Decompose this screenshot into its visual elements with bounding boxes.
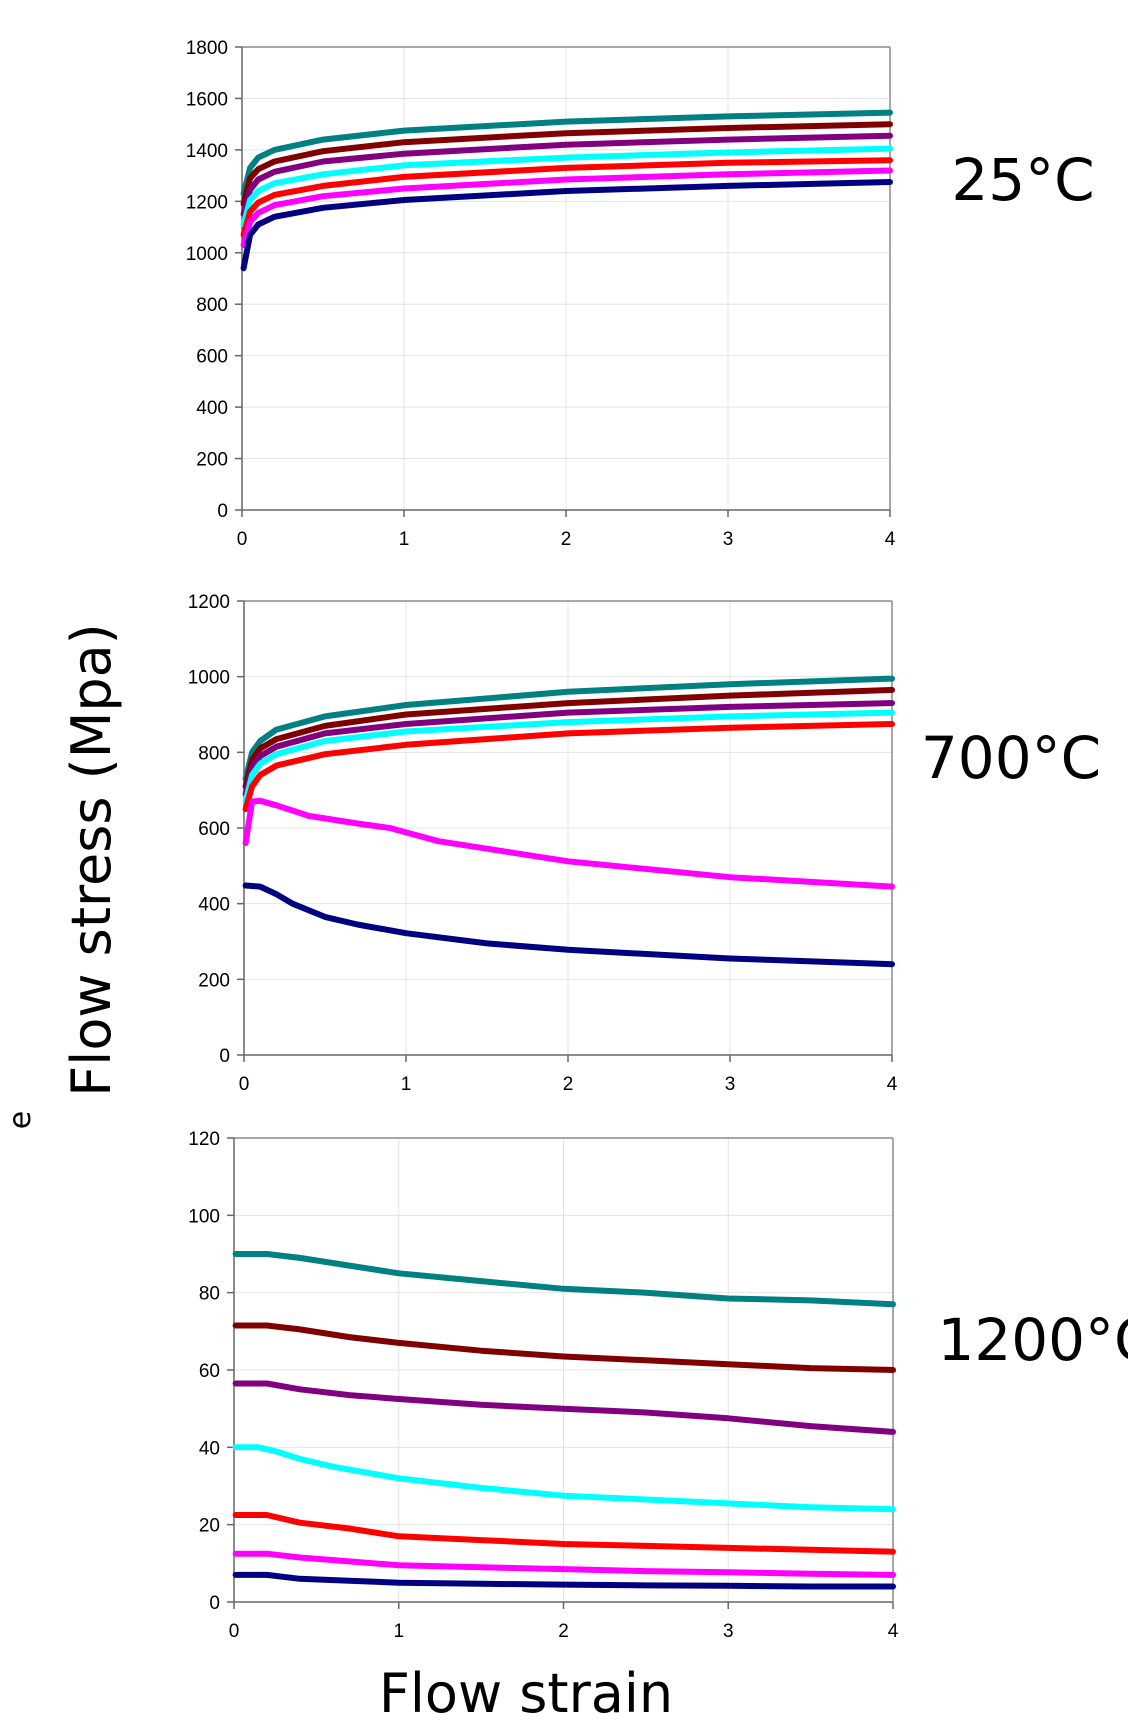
x-tick-label: 2 [563, 1074, 574, 1095]
y-tick-label: 80 [199, 1284, 220, 1305]
y-tick-label: 1000 [188, 668, 230, 689]
x-tick-label: 3 [725, 1074, 736, 1095]
y-tick-label: 1400 [186, 141, 228, 162]
y-tick-label: 120 [188, 1129, 220, 1150]
y-tick-label: 60 [199, 1361, 220, 1382]
series-line-6 [232, 1550, 896, 1578]
series-line-2 [242, 686, 895, 790]
x-tick-label: 4 [885, 529, 896, 550]
y-tick-label: 800 [198, 743, 230, 764]
series-line-6 [242, 797, 895, 890]
series-line-7 [242, 882, 895, 968]
y-tick-label: 1800 [186, 38, 228, 59]
series-line-2 [232, 1322, 896, 1373]
x-tick-label: 2 [558, 1621, 569, 1642]
x-tick-label: 2 [561, 529, 572, 550]
x-tick-label: 1 [393, 1621, 404, 1642]
series-line-1 [240, 109, 893, 197]
y-tick-label: 200 [196, 450, 228, 471]
series-line-7 [240, 179, 893, 272]
panel-temperature-title: 1200°C [937, 1306, 1128, 1374]
chart-panel-2: 0 200 400 600 800 1000 1200 0 1 2 3 4 700°C [188, 592, 1101, 1095]
y-tick-label: 600 [198, 819, 230, 840]
y-tick-label: 1200 [188, 592, 230, 613]
series-line-4 [242, 709, 895, 805]
series-line-5 [232, 1512, 896, 1555]
series-line-6 [240, 167, 893, 249]
x-tick-label: 1 [399, 529, 410, 550]
x-axis-title: Flow strain [379, 1662, 673, 1725]
y-tick-label: 0 [209, 1593, 220, 1614]
series-line-4 [232, 1444, 896, 1513]
x-tick-label: 0 [229, 1621, 240, 1642]
chart-panel-3: 0 20 40 60 80 100 120 0 1 2 3 4 1200°C [188, 1129, 1128, 1642]
x-tick-label: 0 [239, 1074, 250, 1095]
series-line-2 [240, 121, 893, 207]
series-line-5 [242, 721, 895, 813]
series-line-7 [232, 1571, 896, 1590]
x-tick-label: 4 [888, 1621, 899, 1642]
series-line-4 [240, 145, 893, 228]
series-line-3 [232, 1380, 896, 1435]
x-tick-label: 4 [887, 1074, 898, 1095]
y-tick-label: 1000 [186, 244, 228, 265]
x-tick-label: 1 [401, 1074, 412, 1095]
y-axis-title: Flow stress (Mpa) [60, 623, 123, 1097]
y-tick-label: 600 [196, 347, 228, 368]
x-tick-label: 3 [723, 1621, 734, 1642]
x-tick-label: 3 [723, 529, 734, 550]
y-tick-label: 400 [196, 398, 228, 419]
x-tick-label: 0 [237, 529, 248, 550]
clipped-edge-glyph: e [3, 1111, 38, 1129]
series-line-1 [242, 675, 895, 782]
y-tick-label: 40 [199, 1438, 220, 1459]
y-tick-label: 1200 [186, 192, 228, 213]
y-tick-label: 400 [198, 895, 230, 916]
y-tick-label: 100 [188, 1206, 220, 1227]
y-tick-label: 1600 [186, 89, 228, 110]
y-tick-label: 20 [199, 1516, 220, 1537]
panel-temperature-title: 700°C [921, 724, 1101, 792]
panel-temperature-title: 25°C [951, 146, 1094, 214]
chart-panel-1: 0 200 400 600 800 1000 1200 1400 1600 1800 0 1 2 3 4 25… [186, 38, 1095, 550]
series-line-5 [240, 157, 893, 238]
y-tick-label: 0 [217, 501, 228, 522]
y-tick-label: 200 [198, 970, 230, 991]
series-line-1 [232, 1251, 896, 1308]
series-line-3 [240, 132, 893, 218]
y-tick-label: 800 [196, 295, 228, 316]
y-tick-label: 0 [219, 1046, 230, 1067]
series-line-3 [242, 700, 895, 797]
